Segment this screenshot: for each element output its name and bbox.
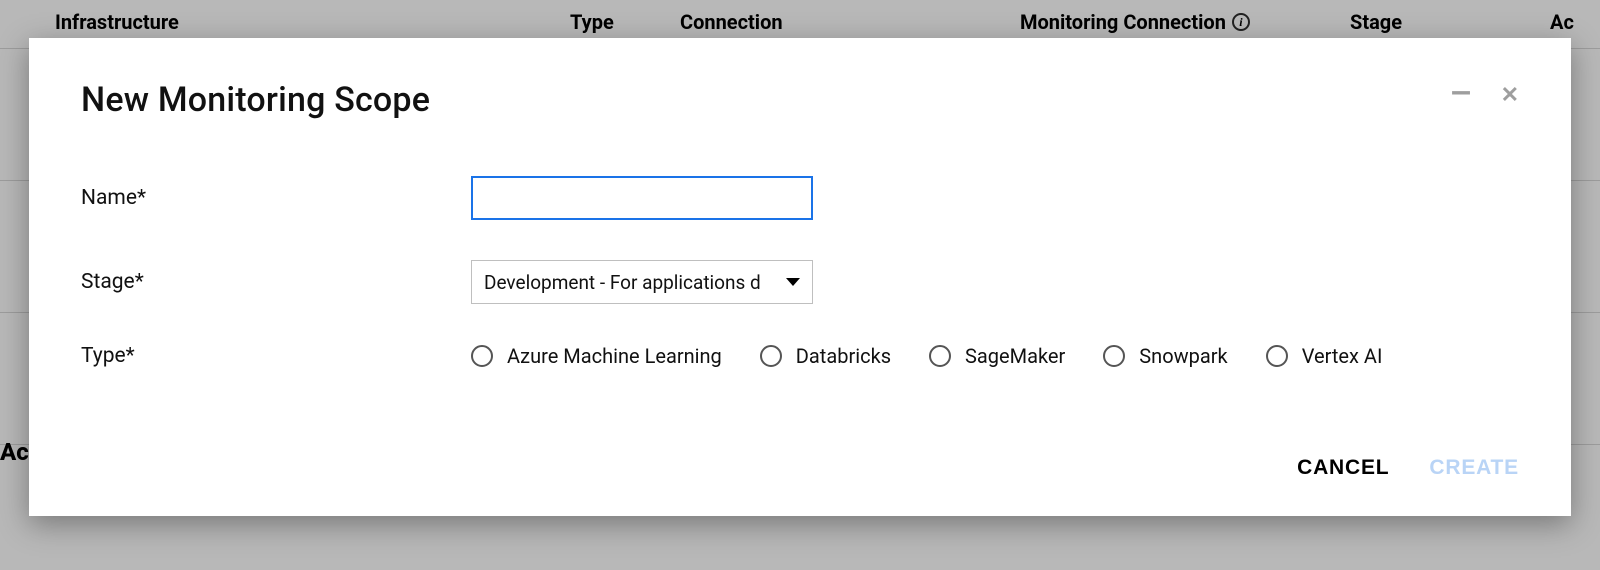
col-header-type: Type — [570, 10, 680, 34]
background-section-heading: Ac — [0, 438, 29, 466]
type-option-vertex-ai[interactable]: Vertex AI — [1266, 344, 1383, 368]
form-row-name: Name* — [81, 176, 1519, 220]
dialog-window-controls: — ✕ — [1451, 85, 1519, 111]
type-option-label: Databricks — [796, 344, 891, 368]
type-label: Type* — [81, 344, 471, 368]
name-input[interactable] — [471, 176, 813, 220]
col-header-stage: Stage — [1350, 10, 1550, 34]
type-option-sagemaker[interactable]: SageMaker — [929, 344, 1065, 368]
type-option-snowpark[interactable]: Snowpark — [1103, 344, 1227, 368]
stage-select-value: Development - For applications d — [484, 271, 761, 294]
type-option-label: Snowpark — [1139, 344, 1227, 368]
form-row-stage: Stage* Development - For applications d — [81, 260, 1519, 304]
form-row-type: Type* Azure Machine Learning Databricks … — [81, 344, 1519, 368]
type-option-label: Vertex AI — [1302, 344, 1383, 368]
radio-icon — [471, 345, 493, 367]
radio-icon — [760, 345, 782, 367]
stage-select[interactable]: Development - For applications d — [471, 260, 813, 304]
close-icon[interactable]: ✕ — [1501, 85, 1519, 111]
col-header-infrastructure: Infrastructure — [0, 10, 570, 34]
type-option-azure-ml[interactable]: Azure Machine Learning — [471, 344, 722, 368]
cancel-button[interactable]: CANCEL — [1297, 456, 1389, 480]
type-option-label: SageMaker — [965, 344, 1065, 368]
type-option-label: Azure Machine Learning — [507, 344, 722, 368]
type-radio-group: Azure Machine Learning Databricks SageMa… — [471, 344, 1382, 368]
radio-icon — [929, 345, 951, 367]
dialog-form: Name* Stage* Development - For applicati… — [81, 176, 1519, 368]
new-monitoring-scope-dialog: New Monitoring Scope — ✕ Name* Stage* De… — [29, 38, 1571, 516]
radio-icon — [1266, 345, 1288, 367]
type-option-databricks[interactable]: Databricks — [760, 344, 891, 368]
col-header-monitoring-connection-label: Monitoring Connection — [1020, 10, 1226, 34]
radio-icon — [1103, 345, 1125, 367]
info-icon: i — [1232, 13, 1250, 31]
col-header-actions-partial: Ac — [1550, 10, 1600, 34]
col-header-monitoring-connection: Monitoring Connection i — [1020, 10, 1350, 34]
stage-label: Stage* — [81, 270, 471, 294]
dialog-header: New Monitoring Scope — ✕ — [81, 80, 1519, 120]
chevron-down-icon — [786, 278, 800, 286]
name-label: Name* — [81, 186, 471, 210]
minimize-icon[interactable]: — — [1451, 81, 1471, 107]
dialog-footer: CANCEL CREATE — [81, 456, 1519, 486]
dialog-title: New Monitoring Scope — [81, 80, 430, 120]
col-header-connection: Connection — [680, 10, 1020, 34]
create-button[interactable]: CREATE — [1429, 456, 1519, 480]
